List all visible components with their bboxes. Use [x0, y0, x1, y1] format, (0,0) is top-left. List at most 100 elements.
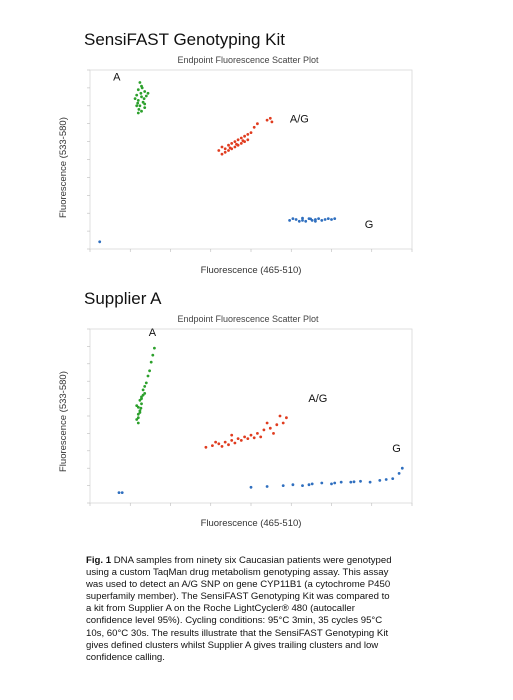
data-point — [294, 218, 298, 221]
data-point — [98, 240, 102, 244]
data-point — [149, 360, 153, 364]
data-point — [246, 133, 250, 136]
data-point — [136, 421, 140, 425]
data-point — [400, 466, 404, 470]
plot-title-1: Endpoint Fluorescence Scatter Plot — [177, 55, 319, 65]
data-point — [136, 111, 140, 115]
data-point — [120, 491, 124, 494]
data-point — [236, 138, 240, 142]
cluster-label: A — [113, 72, 121, 84]
data-point — [138, 104, 142, 108]
data-point — [141, 393, 145, 397]
data-point — [141, 388, 145, 392]
section-title-supplier-a: Supplier A — [84, 289, 162, 308]
data-point — [265, 118, 269, 122]
data-point — [246, 138, 250, 142]
plot-frame — [89, 328, 413, 504]
data-point — [243, 134, 247, 138]
data-point — [252, 436, 256, 440]
data-point — [330, 482, 333, 486]
data-point — [288, 219, 291, 222]
data-point — [140, 109, 143, 113]
data-point — [246, 437, 250, 440]
data-point — [259, 435, 263, 439]
data-point — [249, 433, 253, 437]
data-point — [133, 97, 137, 100]
data-point — [138, 81, 142, 84]
data-point — [314, 219, 317, 223]
caption-text: DNA samples from ninety six Caucasian pa… — [86, 555, 392, 663]
data-point — [233, 140, 237, 143]
data-point — [301, 484, 304, 487]
plot-title-2: Endpoint Fluorescence Scatter Plot — [177, 314, 319, 324]
data-point — [349, 480, 353, 484]
data-point — [143, 385, 147, 388]
data-point — [368, 480, 372, 484]
data-point — [135, 93, 139, 97]
data-point — [217, 442, 221, 446]
data-point — [297, 219, 301, 223]
data-point — [268, 116, 272, 120]
data-point — [220, 152, 224, 156]
data-point — [146, 91, 150, 95]
scatter-plot-supplier-a: A A/G G — [87, 327, 413, 506]
data-point — [235, 142, 238, 146]
data-point — [236, 437, 240, 440]
figure-caption: Fig. 1 DNA samples from ninety six Cauca… — [86, 555, 396, 664]
data-point — [339, 480, 343, 484]
data-point — [230, 433, 234, 437]
data-point — [265, 485, 269, 488]
data-point — [223, 150, 227, 154]
data-point — [330, 218, 333, 221]
data-point — [307, 483, 311, 487]
data-point — [223, 147, 227, 151]
data-point — [217, 149, 221, 152]
data-point — [233, 441, 237, 445]
data-point — [309, 217, 312, 221]
data-point — [281, 484, 285, 487]
data-point — [139, 91, 143, 95]
data-point — [139, 406, 143, 410]
data-point — [228, 146, 232, 150]
data-point — [291, 217, 295, 221]
data-point — [148, 369, 151, 373]
data-point — [301, 216, 304, 220]
data-point — [138, 411, 142, 414]
data-point — [384, 478, 388, 481]
plot-frame — [89, 69, 413, 250]
x-axis-label-2: Fluorescence (465-510) — [200, 518, 302, 529]
data-point — [223, 440, 227, 444]
data-point — [135, 404, 139, 407]
section-title-sensifast: SensiFAST Genotyping Kit — [84, 30, 285, 49]
data-point — [333, 481, 337, 485]
data-point — [135, 418, 139, 421]
data-point — [278, 414, 282, 418]
data-point — [143, 90, 147, 93]
cluster-label: A/G — [290, 113, 309, 125]
data-point — [304, 219, 308, 223]
data-point — [140, 402, 143, 406]
x-axis-label-1: Fluorescence (465-510) — [200, 265, 302, 276]
cluster-label: A — [149, 327, 157, 339]
data-point — [211, 444, 214, 447]
data-point — [249, 131, 253, 134]
data-point — [310, 482, 314, 486]
data-point — [378, 479, 382, 482]
data-point — [256, 122, 259, 126]
data-point — [359, 479, 362, 483]
data-point — [239, 439, 243, 442]
data-point — [301, 219, 304, 222]
data-point — [140, 95, 143, 99]
data-point — [153, 346, 156, 350]
data-point — [239, 136, 243, 140]
cluster-label: A/G — [308, 393, 327, 405]
data-point — [285, 416, 288, 420]
data-point — [239, 142, 243, 145]
data-point — [220, 445, 224, 448]
data-point — [140, 397, 143, 400]
data-point — [136, 101, 140, 105]
data-point — [326, 217, 330, 221]
data-point — [151, 353, 155, 357]
data-point — [268, 426, 272, 430]
scatter-plot-sensifast: A A/G G — [87, 69, 413, 252]
